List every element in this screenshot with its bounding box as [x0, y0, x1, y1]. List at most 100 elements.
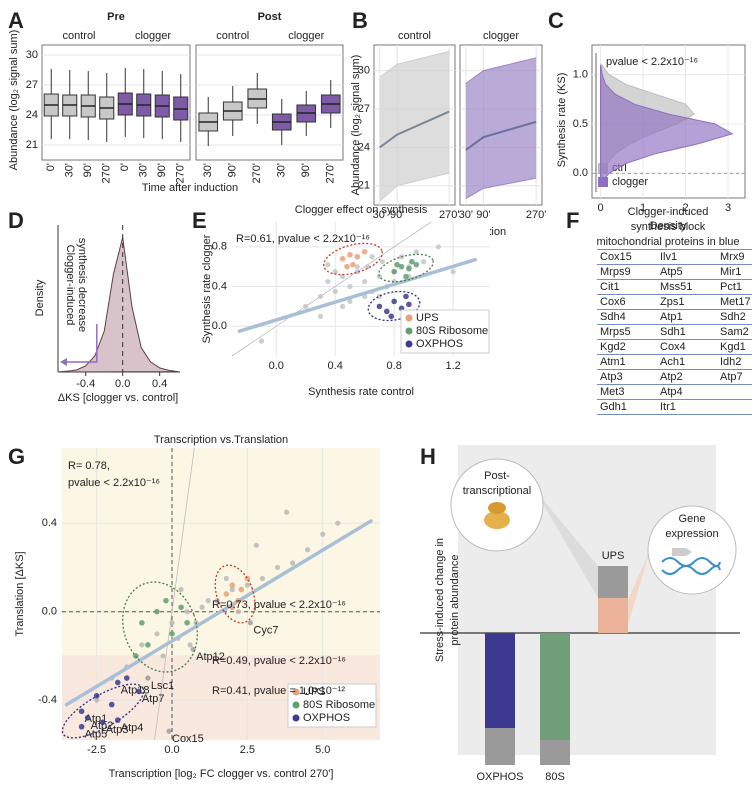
spread-edge	[465, 177, 537, 200]
x-tick-label: 30'	[138, 163, 150, 177]
legend-label: 80S Ribosome	[303, 699, 375, 711]
x-tick-label: 5.0	[315, 744, 330, 756]
table-cell: Atp2	[660, 371, 683, 383]
x-tick-label: 0.0	[115, 378, 130, 390]
annotation: R=0.61, pvalue < 2.2x10⁻¹⁶	[236, 233, 370, 245]
point	[166, 728, 172, 734]
point	[178, 586, 184, 593]
bubble-label: Gene	[679, 513, 706, 525]
table-cell: Met17	[720, 296, 751, 308]
point	[169, 631, 175, 637]
point	[187, 642, 193, 648]
table-cell: Kgd2	[600, 341, 626, 353]
point	[435, 244, 441, 250]
bar-segment	[485, 633, 515, 728]
y-tick-label: 0.8	[212, 241, 227, 253]
table-cell: Atp7	[720, 371, 743, 383]
spread-edge	[465, 57, 537, 84]
legend-label: clogger	[612, 176, 648, 188]
table-cell: Sam2	[720, 326, 749, 338]
point	[394, 261, 400, 268]
point	[124, 675, 130, 681]
x-axis-label: ΔKS [clogger vs. control]	[58, 392, 178, 404]
point	[379, 259, 385, 265]
x-tick-label: -0.4	[76, 378, 95, 390]
point	[347, 251, 353, 258]
point	[139, 642, 145, 648]
x-tick-label: 30'	[459, 209, 473, 221]
point	[421, 259, 427, 265]
point	[199, 604, 205, 610]
point	[283, 509, 290, 515]
point-label: Cyc7	[253, 625, 278, 637]
legend-swatch	[292, 714, 300, 722]
point	[214, 598, 220, 604]
point	[205, 598, 211, 604]
dna-icon	[661, 557, 721, 575]
table-cell: Mrps9	[600, 266, 631, 278]
panel-h: H Stress-induced change in protein abund…	[420, 444, 740, 783]
point	[325, 278, 331, 285]
ribosome-icon	[484, 511, 510, 529]
point-label: Cox15	[172, 733, 204, 745]
cluster-outline	[122, 581, 198, 673]
point	[94, 697, 100, 703]
point	[450, 269, 456, 275]
identity-line	[154, 447, 195, 741]
point-label: Atp5	[85, 729, 108, 741]
fit-line	[64, 519, 373, 707]
bubble-label: expression	[665, 528, 718, 540]
median-line	[465, 120, 537, 151]
x-tick-label: 0.4	[328, 360, 343, 372]
y-axis-label: Stress-induced change in	[434, 538, 446, 662]
annotation: pvalue < 2.2x10⁻¹⁶	[606, 56, 698, 68]
panel-label: D	[8, 208, 24, 233]
x-tick-label: 0.8	[387, 360, 402, 372]
point	[229, 582, 236, 588]
y-tick-label: 21	[26, 139, 38, 151]
point	[145, 675, 151, 681]
point	[332, 288, 338, 295]
legend-label: OXPHOS	[303, 712, 350, 724]
x-tick-label: 2.5	[240, 744, 255, 756]
x-tick-label: 1.2	[445, 360, 460, 372]
point	[238, 586, 245, 593]
point	[145, 642, 151, 648]
y-axis-label: Abundance (log₂ signal sum)	[350, 55, 362, 196]
annotation: Clogger-induced	[64, 245, 76, 326]
x-axis-label: Transcription [log₂ FC clogger vs. contr…	[109, 768, 334, 780]
y-tick-label: 1.0	[573, 69, 588, 81]
bubble	[647, 505, 737, 595]
annotation: R= 0.78,	[68, 460, 110, 472]
point	[244, 582, 250, 588]
y-tick-label: 0.4	[42, 517, 57, 529]
point	[354, 264, 360, 270]
x-axis-label: Synthesis rate control	[308, 386, 414, 398]
y-tick-label: 0.5	[573, 118, 588, 130]
y-axis-label: Density	[34, 279, 46, 316]
point	[376, 303, 383, 310]
x-tick-label: 0.4	[152, 378, 167, 390]
panel-label: A	[8, 8, 24, 33]
point	[154, 608, 160, 615]
y-axis-label: Abundance (log₂ signal sum)	[8, 30, 20, 171]
fit-line	[237, 257, 478, 333]
point	[139, 619, 145, 626]
y-tick-label: 30	[26, 49, 38, 61]
y-tick-label: 30	[358, 65, 370, 77]
x-tick-label: 90'	[227, 163, 239, 177]
x-tick-label: 2	[682, 202, 688, 214]
chart-title: Clogger effect on synthesis	[295, 204, 428, 216]
point	[354, 253, 361, 260]
table-cell: Mss51	[660, 281, 692, 293]
table-cell: Itr1	[660, 401, 676, 413]
panel-label: B	[352, 8, 368, 33]
x-tick-label: 1	[640, 202, 646, 214]
ribosome-icon	[488, 502, 506, 514]
point	[84, 715, 91, 721]
point	[244, 575, 251, 582]
point	[388, 313, 395, 320]
x-tick-label: 3	[725, 202, 731, 214]
annotation: R=0.41, pvalue = 1.0x10⁻¹²	[212, 685, 345, 697]
